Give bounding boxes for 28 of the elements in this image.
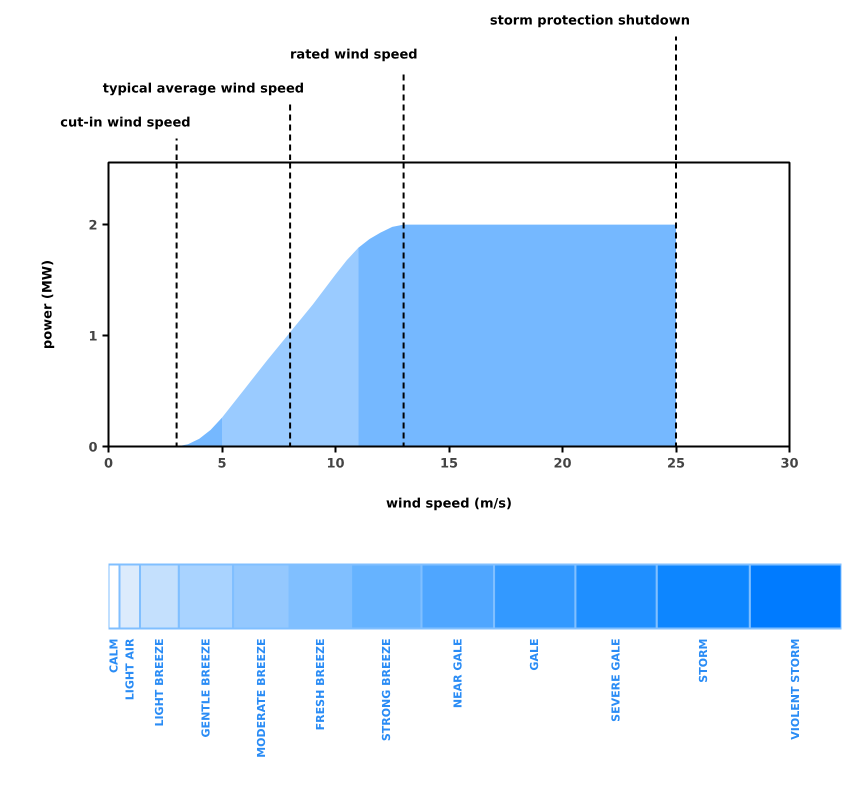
text: GALE (528, 638, 542, 671)
ref-line-label: typical average wind speed (102, 82, 304, 96)
x-tick-label: 5 (217, 456, 227, 472)
ref-line-label: storm protection shutdown (490, 14, 690, 28)
ref-line-label: cut-in wind speed (60, 116, 191, 130)
x-tick-label: 25 (666, 456, 686, 472)
text: NEAR GALE (451, 638, 464, 708)
text: GENTLE BREEZE (199, 638, 212, 738)
x-axis-title: wind speed (m/s) (386, 496, 512, 512)
text: STORM (696, 638, 710, 683)
y-tick-label: 0 (88, 440, 98, 456)
text: CALM (107, 638, 120, 674)
y-tick-label: 1 (88, 330, 98, 345)
text: STRONG BREEZE (380, 638, 393, 742)
text: SEVERE GALE (610, 638, 623, 722)
text: LIGHT AIR (123, 638, 136, 700)
x-tick-label: 15 (440, 456, 458, 472)
y-axis-title: power (MW) (40, 260, 56, 350)
x-tick-label: 30 (780, 456, 799, 472)
text: VIOLENT STORM (789, 638, 802, 740)
ref-line-label: rated wind speed (290, 48, 418, 62)
x-tick-label: 20 (553, 456, 572, 472)
text: FRESH BREEZE (314, 638, 327, 730)
x-tick-label: 10 (326, 456, 345, 472)
text: LIGHT BREEZE (152, 638, 166, 727)
x-tick-label: 0 (104, 456, 114, 472)
text: MODERATE BREEZE (254, 638, 268, 758)
y-tick-label: 2 (88, 218, 98, 234)
